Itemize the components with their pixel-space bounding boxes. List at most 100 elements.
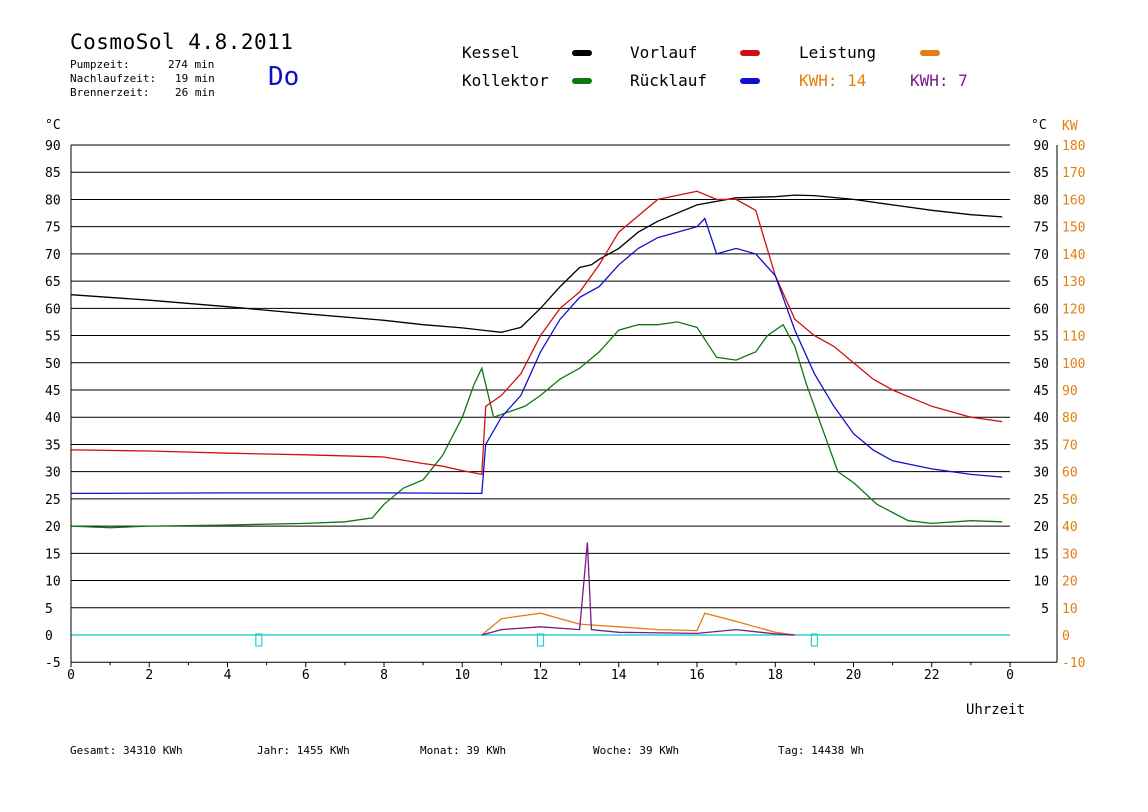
x-tick-label: 14 <box>611 668 627 683</box>
y-tick-label-right: 15 <box>1033 547 1049 562</box>
y-axis-left-unit: °C <box>45 118 61 133</box>
y-tick-label-right: 70 <box>1033 248 1049 263</box>
legend-swatch-leistung <box>920 50 940 56</box>
baseline-marker <box>536 633 545 647</box>
baseline-marker <box>810 633 818 647</box>
x-tick-label: 16 <box>689 668 705 683</box>
y-tick-label-right: 55 <box>1033 330 1049 345</box>
y-tick-label-left: 15 <box>45 547 61 562</box>
footer-monat: Monat: 39 KWh <box>420 744 507 757</box>
series-vorlauf <box>70 190 1003 476</box>
kw-tick-label: 80 <box>1062 411 1078 426</box>
x-tick-label: 4 <box>224 668 232 683</box>
y-tick-label-right: 35 <box>1033 438 1049 453</box>
x-tick-label: 10 <box>454 668 470 683</box>
series-kollektor <box>70 321 1003 529</box>
kw-tick-label: 40 <box>1062 520 1078 535</box>
y-tick-label-left: 50 <box>45 357 61 372</box>
y-tick-label-left: 55 <box>45 330 61 345</box>
legend-kwh-2: KWH: 7 <box>910 71 968 90</box>
legend-swatch-kollektor <box>572 78 592 84</box>
stat-label-brennerzeit: Brennerzeit: <box>70 86 150 99</box>
y-tick-label-right: 45 <box>1033 384 1049 399</box>
y-tick-label-left: 0 <box>45 629 53 644</box>
kw-tick-label: 160 <box>1062 193 1085 208</box>
chart-series <box>70 190 1003 636</box>
y-tick-label-right: 20 <box>1033 520 1049 535</box>
stat-label-nachlaufzeit: Nachlaufzeit: <box>70 72 157 85</box>
footer-tag: Tag: 14438 Wh <box>778 744 865 757</box>
kw-tick-label: -10 <box>1062 656 1085 671</box>
x-tick-label: 12 <box>533 668 549 683</box>
y-tick-label-left: 75 <box>45 221 61 236</box>
legend-swatch-vorlauf <box>740 50 760 56</box>
y-tick-label-left: 45 <box>45 384 61 399</box>
legend-ruecklauf: Rücklauf <box>630 71 708 90</box>
kw-tick-label: 170 <box>1062 166 1085 181</box>
kw-tick-label: 140 <box>1062 248 1085 263</box>
y-tick-label-right: 80 <box>1033 193 1049 208</box>
y-tick-label-right: 90 <box>1033 139 1049 154</box>
kw-tick-label: 90 <box>1062 384 1078 399</box>
y-tick-label-left: 60 <box>45 302 61 317</box>
y-tick-label-left: 70 <box>45 248 61 263</box>
legend-swatch-kessel <box>572 50 592 56</box>
y-tick-label-left: 40 <box>45 411 61 426</box>
y-tick-label-left: 20 <box>45 520 61 535</box>
legend-kollektor: Kollektor <box>462 71 549 90</box>
y-tick-label-left: 25 <box>45 493 61 508</box>
stat-value-nachlaufzeit: 19 min <box>175 72 215 85</box>
series-ruecklauf <box>70 217 1003 495</box>
kw-tick-label: 150 <box>1062 221 1085 236</box>
series-kwh2 <box>481 542 795 636</box>
kw-tick-label: 10 <box>1062 602 1078 617</box>
y-tick-label-left: 85 <box>45 166 61 181</box>
y-tick-label-left: 5 <box>45 602 53 617</box>
legend-kwh-1: KWH: 14 <box>799 71 867 90</box>
kw-tick-label: 180 <box>1062 139 1085 154</box>
chart-title: CosmoSol 4.8.2011 <box>70 30 294 54</box>
kw-tick-label: 0 <box>1062 629 1070 644</box>
kw-tick-label: 20 <box>1062 575 1078 590</box>
x-tick-label: 22 <box>924 668 940 683</box>
kw-tick-label: 100 <box>1062 357 1085 372</box>
x-tick-label: 0 <box>67 668 75 683</box>
series-leistung <box>481 612 795 636</box>
legend-kessel: Kessel <box>462 43 520 62</box>
kw-tick-label: 60 <box>1062 466 1078 481</box>
temperature-chart: -505101520253035404550556065707580859051… <box>45 139 1085 683</box>
y-tick-label-right: 40 <box>1033 411 1049 426</box>
y-tick-label-right: 10 <box>1033 575 1049 590</box>
y-tick-label-left: 80 <box>45 193 61 208</box>
kw-tick-label: 50 <box>1062 493 1078 508</box>
x-tick-label: 0 <box>1006 668 1014 683</box>
kw-tick-label: 130 <box>1062 275 1085 290</box>
chart-axes: -505101520253035404550556065707580859051… <box>45 139 1085 683</box>
footer-gesamt: Gesamt: 34310 KWh <box>70 744 183 757</box>
series-kessel <box>70 194 1003 333</box>
x-tick-label: 2 <box>145 668 153 683</box>
legend-swatch-ruecklauf <box>740 78 760 84</box>
kw-tick-label: 120 <box>1062 302 1085 317</box>
y-tick-label-right: 25 <box>1033 493 1049 508</box>
y-axis-kw-unit: KW <box>1062 119 1078 134</box>
x-axis-label: Uhrzeit <box>966 702 1026 718</box>
y-tick-label-left: -5 <box>45 656 61 671</box>
weekday-label: Do <box>268 62 300 92</box>
x-tick-label: 20 <box>846 668 862 683</box>
legend-vorlauf: Vorlauf <box>630 43 698 62</box>
y-tick-label-left: 90 <box>45 139 61 154</box>
y-tick-label-left: 30 <box>45 466 61 481</box>
baseline-marker <box>255 633 263 647</box>
y-tick-label-right: 50 <box>1033 357 1049 372</box>
kw-tick-label: 110 <box>1062 330 1085 345</box>
stat-value-pumpzeit: 274 min <box>168 58 215 71</box>
kw-tick-label: 70 <box>1062 438 1078 453</box>
x-tick-label: 6 <box>302 668 310 683</box>
y-axis-right-unit: °C <box>1031 118 1047 133</box>
footer-jahr: Jahr: 1455 KWh <box>257 744 350 757</box>
stat-value-brennerzeit: 26 min <box>175 86 215 99</box>
y-tick-label-right: 5 <box>1041 602 1049 617</box>
y-tick-label-right: 65 <box>1033 275 1049 290</box>
y-tick-label-right: 60 <box>1033 302 1049 317</box>
